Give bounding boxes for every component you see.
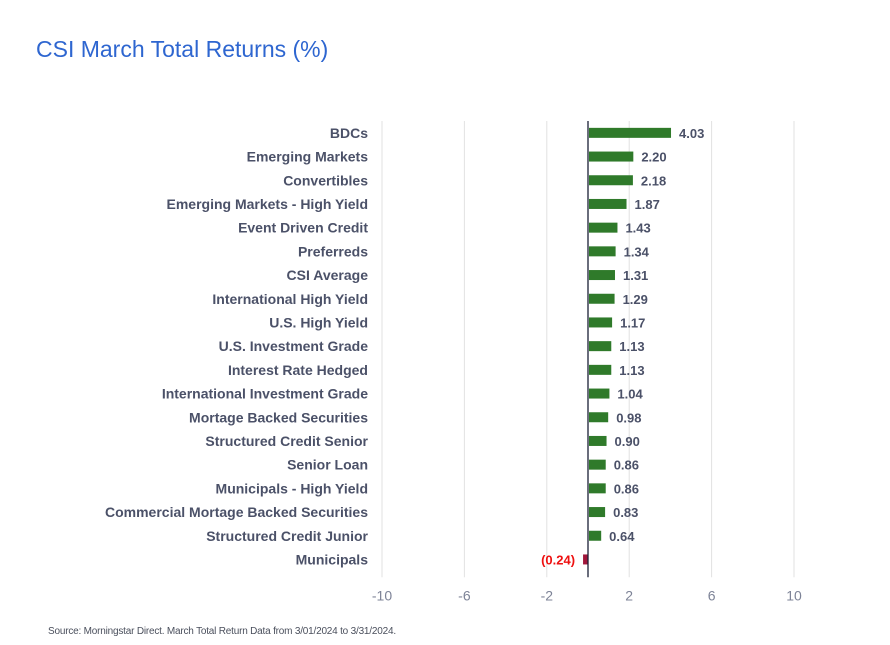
bar [589,270,615,281]
category-label: CSI Average [287,267,369,283]
category-label: BDCs [330,125,368,141]
category-labels: BDCs Emerging Markets Convertibles Emerging… [105,125,369,568]
bar [589,127,672,138]
value-label: 1.29 [623,292,648,307]
bar [589,483,606,494]
gridlines [381,121,795,578]
category-label: International High Yield [212,291,368,307]
x-tick-label: -10 [372,587,392,603]
bar [589,293,615,304]
value-label: 1.13 [619,363,644,378]
value-label: 1.04 [617,387,643,402]
bar [589,507,606,518]
value-label: 0.83 [613,505,638,520]
category-label: Municipals - High Yield [216,480,368,496]
category-label: Municipals [296,551,369,567]
bar [589,317,613,328]
value-label: 1.34 [624,244,650,259]
category-label: Structured Credit Senior [205,433,368,449]
x-tick-label: 6 [708,587,716,603]
value-label: 1.31 [623,268,648,283]
x-tick-label: -6 [458,587,471,603]
bar [589,341,612,352]
value-label: 0.90 [615,434,640,449]
chart-title: CSI March Total Returns (%) [36,36,329,62]
bar [589,530,602,541]
value-label: 4.03 [679,126,704,141]
value-label: 2.18 [641,173,666,188]
value-label: 1.17 [620,315,645,330]
value-label: (0.24) [541,552,575,567]
category-label: U.S. High Yield [269,314,368,330]
category-label: Emerging Markets [247,149,369,165]
bar [589,459,606,470]
category-label: Mortage Backed Securities [189,409,368,425]
bars [583,127,672,565]
category-label: Emerging Markets - High Yield [167,196,369,212]
value-labels: 4.03 2.20 2.18 1.87 1.43 1.34 1.31 1.29 1.17 1.13… [541,126,704,568]
x-tick-label: 10 [786,587,802,603]
value-label: 2.20 [641,150,666,165]
bar [589,364,612,375]
value-label: 1.43 [625,221,650,236]
category-label: Commercial Mortage Backed Securities [105,504,368,520]
value-label: 1.87 [635,197,660,212]
x-tick-labels: -10 -6 -2 2 6 10 [372,587,802,603]
x-tick-label: -2 [541,587,554,603]
bar [589,412,609,423]
value-label: 1.13 [619,339,644,354]
category-label: International Investment Grade [162,386,368,402]
value-label: 0.64 [609,529,635,544]
value-label: 0.86 [614,458,639,473]
bar [589,435,607,446]
bar [589,151,634,162]
category-label: Senior Loan [287,457,368,473]
bar [589,222,618,233]
category-label: Event Driven Credit [238,220,368,236]
bar [589,198,627,209]
source-note: Source: Morningstar Direct. March Total … [48,626,396,637]
category-label: Structured Credit Junior [206,528,368,544]
category-label: U.S. Investment Grade [219,338,369,354]
bar [589,175,633,186]
value-label: 0.86 [614,481,639,496]
category-label: Convertibles [283,172,368,188]
x-tick-label: 2 [625,587,633,603]
category-label: Interest Rate Hedged [228,362,368,378]
value-label: 0.98 [616,410,641,425]
category-label: Preferreds [298,243,368,259]
bar [589,388,610,399]
bar [583,554,588,565]
bar [589,246,616,257]
